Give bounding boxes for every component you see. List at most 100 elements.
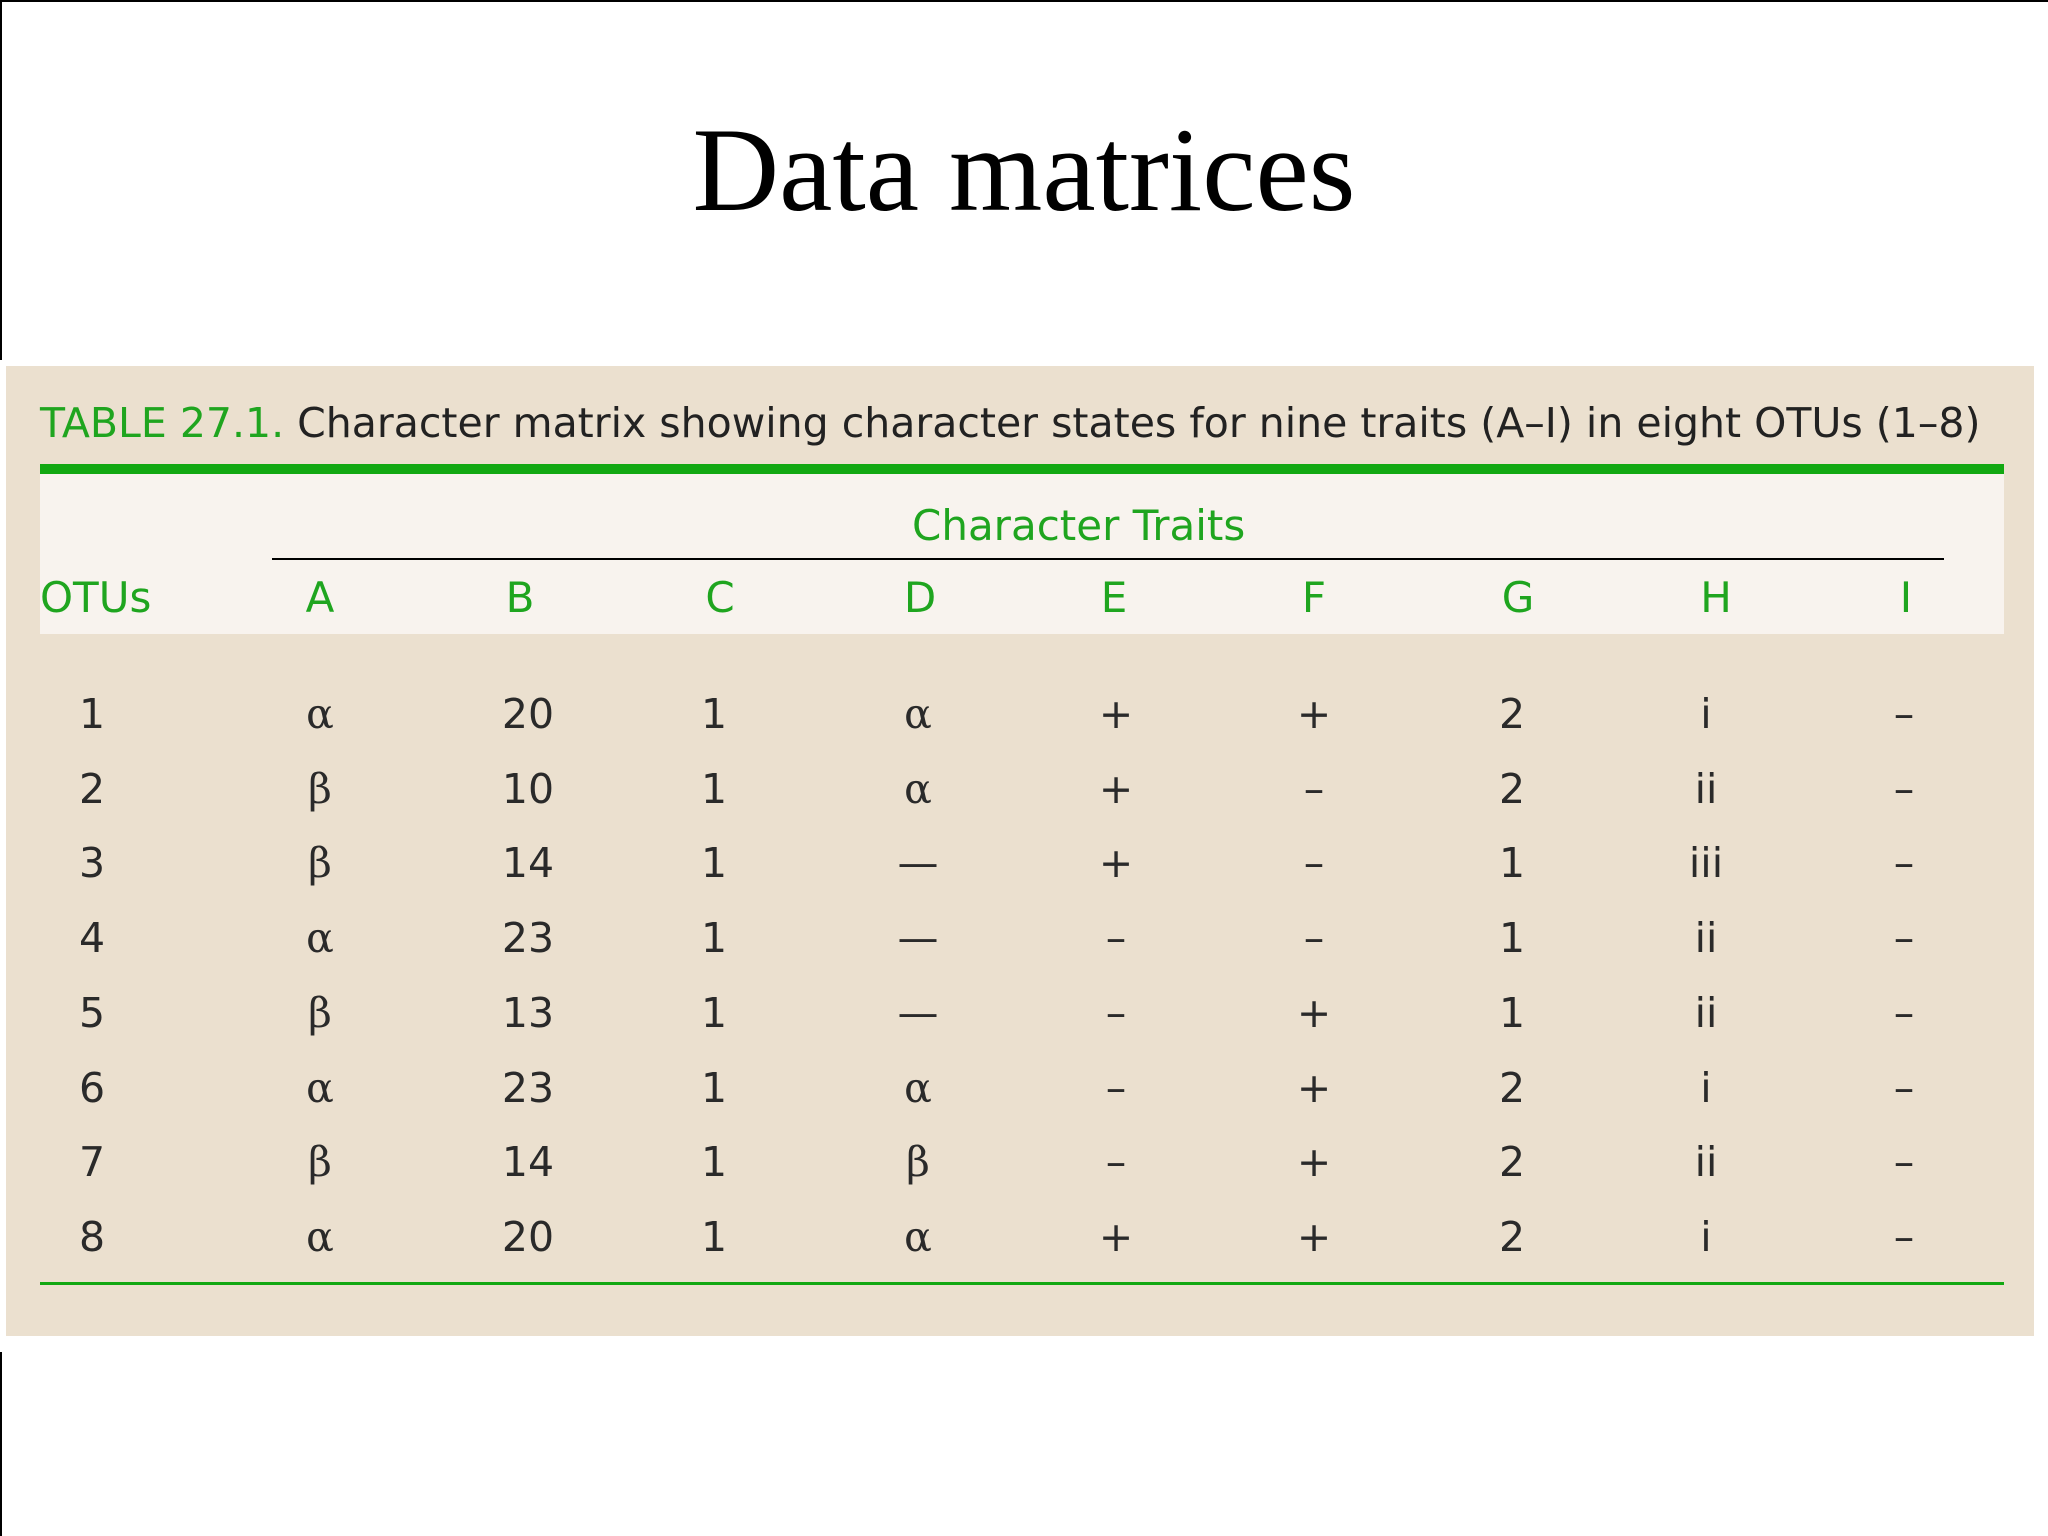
cell-a-row-8: α — [306, 1213, 334, 1261]
column-header-b: B — [505, 573, 535, 622]
cell-otu-row-4: 4 — [78, 914, 106, 962]
cell-h-row-5: ii — [1694, 989, 1718, 1037]
cell-d-row-3: — — [897, 839, 939, 887]
cell-d-row-7: β — [906, 1138, 930, 1186]
cell-f-row-8: + — [1296, 1213, 1332, 1261]
cell-a-row-5: β — [308, 989, 332, 1037]
cell-otu-row-8: 8 — [78, 1213, 106, 1261]
table-panel: TABLE 27.1. Character matrix showing cha… — [6, 366, 2034, 1336]
cell-f-row-1: + — [1296, 690, 1332, 738]
slide-left-edge-upper — [0, 0, 2, 360]
cell-d-row-1: α — [904, 690, 932, 738]
cell-g-row-1: 2 — [1498, 690, 1526, 738]
cell-h-row-6: i — [1700, 1064, 1712, 1112]
cell-d-row-8: α — [904, 1213, 932, 1261]
cell-c-row-6: 1 — [700, 1064, 728, 1112]
cell-h-row-2: ii — [1694, 765, 1718, 813]
cell-g-row-6: 2 — [1498, 1064, 1526, 1112]
cell-a-row-2: β — [308, 765, 332, 813]
column-group-rule — [272, 558, 1944, 560]
cell-a-row-6: α — [306, 1064, 334, 1112]
cell-otu-row-5: 5 — [78, 989, 106, 1037]
cell-otu-row-6: 6 — [78, 1064, 106, 1112]
column-header-d: D — [903, 573, 937, 622]
cell-c-row-3: 1 — [700, 839, 728, 887]
column-header-g: G — [1501, 573, 1535, 622]
column-header-a: A — [305, 573, 335, 622]
cell-i-row-4: – — [1893, 914, 1915, 962]
column-header-otus: OTUs — [40, 573, 152, 622]
cell-c-row-5: 1 — [700, 989, 728, 1037]
cell-f-row-4: – — [1303, 914, 1325, 962]
cell-f-row-5: + — [1296, 989, 1332, 1037]
cell-h-row-4: ii — [1694, 914, 1718, 962]
cell-g-row-5: 1 — [1498, 989, 1526, 1037]
cell-i-row-3: – — [1893, 839, 1915, 887]
cell-b-row-3: 14 — [501, 839, 555, 887]
cell-e-row-8: + — [1098, 1213, 1134, 1261]
cell-d-row-6: α — [904, 1064, 932, 1112]
cell-f-row-2: – — [1303, 765, 1325, 813]
table-bottom-rule — [40, 1282, 2004, 1285]
cell-d-row-2: α — [904, 765, 932, 813]
cell-otu-row-1: 1 — [78, 690, 106, 738]
cell-e-row-7: – — [1105, 1138, 1127, 1186]
cell-b-row-7: 14 — [501, 1138, 555, 1186]
caption-rule — [40, 464, 2004, 474]
cell-h-row-1: i — [1700, 690, 1712, 738]
cell-i-row-2: – — [1893, 765, 1915, 813]
cell-c-row-7: 1 — [700, 1138, 728, 1186]
cell-g-row-8: 2 — [1498, 1213, 1526, 1261]
column-group-header: Character Traits — [912, 501, 1246, 550]
cell-f-row-6: + — [1296, 1064, 1332, 1112]
cell-i-row-7: – — [1893, 1138, 1915, 1186]
cell-e-row-2: + — [1098, 765, 1134, 813]
cell-g-row-7: 2 — [1498, 1138, 1526, 1186]
slide-left-edge-lower — [0, 1352, 2, 1536]
slide-title: Data matrices — [692, 103, 1356, 236]
cell-g-row-2: 2 — [1498, 765, 1526, 813]
cell-e-row-3: + — [1098, 839, 1134, 887]
cell-e-row-1: + — [1098, 690, 1134, 738]
cell-c-row-8: 1 — [700, 1213, 728, 1261]
table-caption-text: Character matrix showing character state… — [284, 399, 1981, 447]
cell-otu-row-3: 3 — [78, 839, 106, 887]
cell-h-row-8: i — [1700, 1213, 1712, 1261]
cell-h-row-7: ii — [1694, 1138, 1718, 1186]
cell-i-row-5: – — [1893, 989, 1915, 1037]
cell-b-row-2: 10 — [501, 765, 555, 813]
cell-g-row-4: 1 — [1498, 914, 1526, 962]
cell-e-row-6: – — [1105, 1064, 1127, 1112]
table-caption: TABLE 27.1. Character matrix showing cha… — [40, 396, 1980, 450]
column-header-e: E — [1100, 573, 1128, 622]
column-header-i: I — [1899, 573, 1913, 622]
cell-b-row-1: 20 — [501, 690, 555, 738]
column-header-f: F — [1301, 573, 1327, 622]
cell-b-row-6: 23 — [501, 1064, 555, 1112]
column-header-c: C — [705, 573, 735, 622]
cell-g-row-3: 1 — [1498, 839, 1526, 887]
column-header-h: H — [1700, 573, 1732, 622]
cell-a-row-7: β — [308, 1138, 332, 1186]
cell-c-row-4: 1 — [700, 914, 728, 962]
cell-f-row-7: + — [1296, 1138, 1332, 1186]
cell-otu-row-7: 7 — [78, 1138, 106, 1186]
cell-h-row-3: iii — [1688, 839, 1724, 887]
cell-i-row-8: – — [1893, 1213, 1915, 1261]
cell-otu-row-2: 2 — [78, 765, 106, 813]
table-header-band — [40, 474, 2004, 634]
cell-f-row-3: – — [1303, 839, 1325, 887]
table-caption-label: TABLE 27.1. — [40, 399, 285, 447]
cell-b-row-8: 20 — [501, 1213, 555, 1261]
slide-top-edge — [0, 0, 2048, 2]
cell-d-row-4: — — [897, 914, 939, 962]
cell-a-row-4: α — [306, 914, 334, 962]
cell-e-row-5: – — [1105, 989, 1127, 1037]
cell-e-row-4: – — [1105, 914, 1127, 962]
cell-d-row-5: — — [897, 989, 939, 1037]
cell-a-row-3: β — [308, 839, 332, 887]
cell-c-row-1: 1 — [700, 690, 728, 738]
cell-i-row-1: – — [1893, 690, 1915, 738]
cell-b-row-4: 23 — [501, 914, 555, 962]
